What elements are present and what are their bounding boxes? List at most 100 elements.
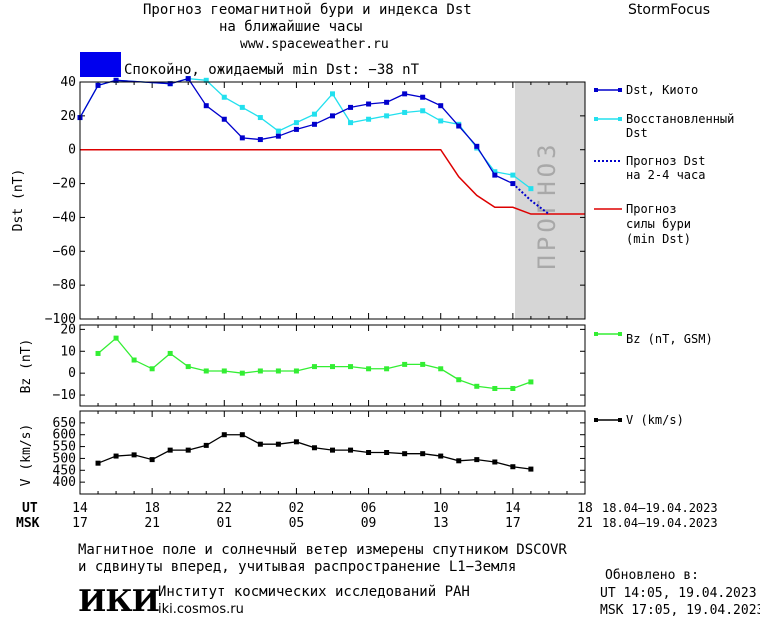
msk-tick-label: 05 [289,516,305,531]
dst-restored-point [420,108,426,114]
legend-bz: Bz (nT, GSM) [626,332,713,346]
dst-kyoto-point [402,91,408,97]
v-point [275,441,281,447]
brand-name: StormFocus [628,2,711,18]
dst-kyoto-point [275,133,281,139]
institute-url[interactable]: iki.cosmos.ru [158,602,244,617]
msk-axis-label: MSK [16,516,40,531]
msk-tick-label: 13 [433,516,449,531]
site-url[interactable]: www.spaceweather.ru [240,37,389,52]
dst-kyoto-point [348,104,354,110]
dst-kyoto-point [311,121,317,127]
legend-marker-dst-kyoto-2 [618,88,622,92]
v-ytick-label: 500 [53,451,76,466]
dst-kyoto-point [330,113,335,119]
bz-point [311,364,317,370]
dst-ytick-label: 0 [68,143,76,158]
bz-point [528,379,534,385]
v-point [528,466,534,472]
footer-note-line2: и сдвинуты вперед, учитывая распростране… [78,559,517,575]
dst-kyoto-point [492,172,498,178]
institute-name: Институт космических исследований РАН [158,584,470,600]
bz-point [203,368,209,374]
dst-kyoto-point [438,103,444,109]
v-panel-frame [79,410,586,495]
msk-tick-label: 17 [505,516,521,531]
legend-storm-forecast-line1: Прогноз [626,202,677,216]
footer-note-line1: Магнитное поле и солнечный ветер измерен… [78,542,567,558]
updated-msk: MSK 17:05, 19.04.2023 [600,603,760,618]
bz-point [330,364,335,370]
bz-point [492,385,498,391]
dst-restored-point [402,109,408,115]
bz-point [149,366,155,372]
v-point [293,439,299,445]
v-point [384,450,390,455]
legend-storm-forecast-line3: (min Dst) [626,232,691,246]
storm-forecast-line [80,148,585,215]
v-point [474,457,480,463]
dst-restored-point [366,116,372,122]
legend-storm-forecast-line2: силы бури [626,217,691,231]
legend-marker-v-2 [618,418,622,422]
bz-point [510,385,516,391]
dst-kyoto-point [167,81,173,87]
dst-kyoto-point [420,94,426,100]
dst-restored-point [330,91,335,97]
msk-tick-label: 21 [577,516,593,531]
v-ytick-label: 600 [53,428,76,443]
v-point [185,447,191,453]
chart-title-line2: на ближайшие часы [219,19,363,35]
bz-point [95,350,101,356]
v-point [330,447,335,453]
legend-dst-forecast-line2: на 2-4 часа [626,168,705,182]
dst-kyoto-point [203,103,209,109]
dst-kyoto-point [185,76,191,82]
v-point [131,452,137,458]
dst-kyoto-point [456,123,462,129]
bz-point [366,366,372,372]
v-point [366,450,372,455]
v-ytick-label: 650 [53,416,76,431]
bz-point [131,357,137,363]
v-point [113,453,119,459]
v-point [95,460,101,466]
v-line [97,434,531,470]
chart-title-line1: Прогноз геомагнитной бури и индекса Dst [143,2,472,18]
dst-restored-point [492,169,498,175]
updated-ut: UT 14:05, 19.04.2023 [600,586,757,601]
legend-marker-bz [594,332,598,336]
dst-ytick-label: −60 [53,244,76,259]
v-y-axis-title: V (km/s) [19,424,34,487]
dst-restored-point [257,115,263,121]
dst-kyoto-point [366,101,372,107]
bz-point [167,350,173,356]
legend-marker-bz-2 [618,332,622,336]
msk-tick-label: 01 [216,516,232,531]
bz-point [438,366,444,372]
bz-point [221,368,227,374]
v-point [311,445,317,451]
legend-dst-forecast-line1: Прогноз Dst [626,154,705,168]
v-ytick-label: 400 [53,475,76,490]
legend-v: V (km/s) [626,413,684,427]
legend-marker-dst-restored-2 [618,117,622,121]
forecast-zone [515,82,585,319]
v-ytick-label: 550 [53,440,76,455]
legend-dst-restored-line1: Восстановленный [626,112,734,126]
msk-tick-label: 09 [361,516,377,531]
dst-kyoto-point [95,82,101,88]
ut-tick-label: 18 [144,501,160,516]
dst-kyoto-point [239,135,245,141]
bz-point [384,366,390,372]
bz-ytick-label: 20 [60,322,76,337]
ut-date-range: 18.04–19.04.2023 [602,501,718,515]
msk-tick-label: 17 [72,516,88,531]
bz-y-axis-title: Bz (nT) [19,339,34,394]
bz-ytick-label: −10 [53,388,76,403]
bz-line [97,337,532,390]
dst-ytick-label: −80 [53,278,76,293]
v-point [348,447,354,453]
bz-point [348,364,354,370]
updated-label: Обновлено в: [605,568,699,583]
